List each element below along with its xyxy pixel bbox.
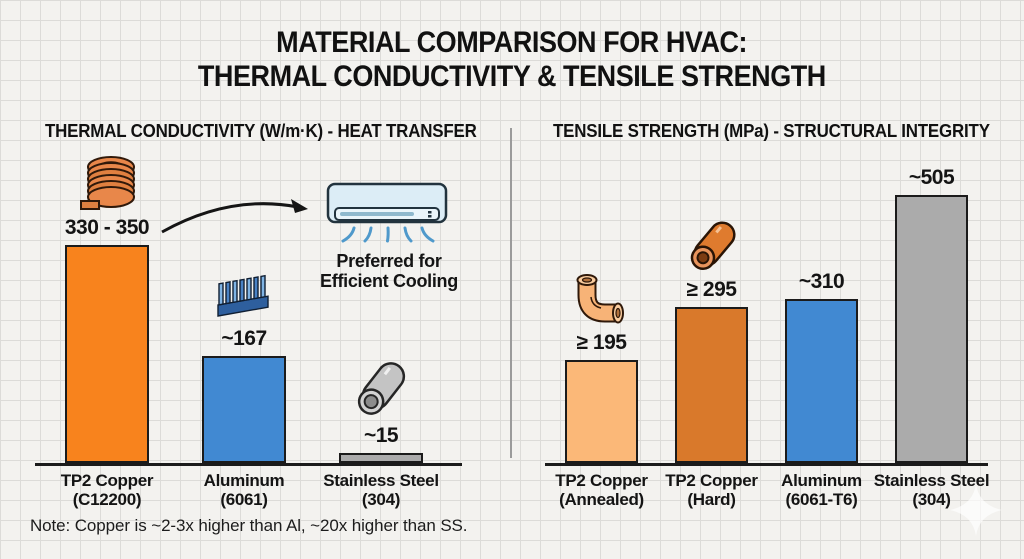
category-spec: (6061) (220, 490, 268, 509)
bar-tp2-copper-c12200 (65, 245, 149, 463)
category-label-tp2-copper-c12200: TP2 Copper (C12200) (61, 471, 154, 509)
tensile-bars-row: ≥ 195 ≥ 295 ~310 ~505 (545, 150, 988, 463)
bar-value-label: ~167 (221, 327, 267, 350)
heatsink-icon (215, 271, 273, 323)
right-chart-title-text: TENSILE STRENGTH (MPa) - STRUCTURAL INTE… (553, 121, 990, 141)
bar-aluminum-6061 (202, 356, 286, 463)
cooling-annotation-line2: Efficient Cooling (320, 270, 458, 291)
category-label-stainless-steel-304: Stainless Steel (304) (323, 471, 439, 509)
category-label-aluminum-6061-t6: Aluminum (6061-T6) (781, 471, 862, 509)
category-name: Aluminum (203, 471, 285, 490)
thermal-conductivity-chart: 330 - 350 ~167 ~15 TP2 Copper (C12200) Alumi… (35, 150, 462, 509)
category-spec: (6061-T6) (785, 490, 858, 509)
bar-stainless-steel-304 (339, 453, 423, 463)
copper-tube-icon (683, 220, 741, 274)
bar-value-label: ≥ 195 (576, 331, 627, 354)
footnote: Note: Copper is ~2-3x higher than Al, ~2… (30, 516, 468, 535)
category-spec: (Annealed) (559, 490, 644, 509)
category-name: Aluminum (781, 471, 862, 490)
bar-value-label: ~15 (363, 424, 399, 447)
category-label-tp2-copper-annealed: TP2 Copper (Annealed) (555, 471, 648, 509)
category-name: TP2 Copper (555, 471, 648, 490)
panel-divider (510, 128, 512, 458)
title-line-2-text: THERMAL CONDUCTIVITY & TENSILE STRENGTH (198, 60, 826, 93)
bar-value-label: 330 - 350 (64, 216, 150, 239)
left-chart-title-text: THERMAL CONDUCTIVITY (W/m·K) - HEAT TRAN… (45, 121, 477, 141)
category-spec: (304) (361, 490, 401, 509)
tensile-category-labels: TP2 Copper (Annealed) TP2 Copper (Hard) Alum… (545, 471, 990, 509)
bar-tp2-copper-annealed (565, 360, 638, 463)
bar-aluminum-6061-t6 (785, 299, 858, 463)
bar-stainless-steel-304 (895, 195, 968, 463)
curved-arrow-icon (158, 190, 310, 238)
bar-group-tp2-copper-hard: ≥ 295 (675, 220, 748, 463)
category-label-aluminum-6061: Aluminum (6061) (202, 471, 286, 509)
bar-tp2-copper-hard (675, 307, 748, 463)
thermal-bars-row: 330 - 350 ~167 ~15 (35, 150, 462, 463)
bar-value-label: ~505 (908, 166, 955, 189)
category-name: TP2 Copper (60, 471, 154, 490)
bar-value-label: ≥ 295 (686, 278, 737, 301)
category-label-tp2-copper-hard: TP2 Copper (Hard) (665, 471, 758, 509)
title-line-1: MATERIAL COMPARISON FOR HVAC: (0, 26, 1024, 60)
category-label-stainless-steel-304: Stainless Steel (304) (874, 471, 990, 509)
category-spec: (Hard) (687, 490, 736, 509)
sparkle-icon (948, 482, 1004, 538)
cooling-annotation: Preferred for Efficient Cooling (310, 251, 468, 291)
bar-group-aluminum-6061: ~167 (202, 271, 286, 463)
air-conditioner-icon (326, 182, 450, 246)
copper-coil-icon (77, 154, 137, 212)
page-title: MATERIAL COMPARISON FOR HVAC: THERMAL CO… (0, 26, 1024, 94)
copper-elbow-icon (574, 271, 630, 327)
category-spec: (C12200) (72, 490, 142, 509)
bar-group-aluminum-6061-t6: ~310 (785, 270, 858, 463)
bar-group-tp2-copper-c12200: 330 - 350 (64, 154, 150, 463)
category-spec: (304) (912, 490, 951, 509)
bar-value-label: ~310 (798, 270, 845, 293)
cooling-annotation-line1: Preferred for (336, 251, 442, 271)
title-line-1-text: MATERIAL COMPARISON FOR HVAC: (276, 26, 748, 59)
bar-group-stainless-steel-304: ~15 (339, 358, 423, 463)
steel-tube-icon (352, 358, 410, 420)
bar-group-stainless-steel-304: ~505 (895, 166, 968, 463)
thermal-category-labels: TP2 Copper (C12200) Aluminum (6061) Stainles… (35, 471, 462, 509)
category-name: Stainless Steel (873, 471, 990, 490)
bar-group-tp2-copper-annealed: ≥ 195 (565, 271, 638, 463)
title-line-2: THERMAL CONDUCTIVITY & TENSILE STRENGTH (0, 60, 1024, 94)
tensile-strength-chart: ≥ 195 ≥ 295 ~310 ~505 TP2 Copper (Annealed) T… (545, 150, 990, 509)
right-chart-title: TENSILE STRENGTH (MPa) - STRUCTURAL INTE… (553, 121, 1018, 142)
category-name: TP2 Copper (665, 471, 758, 490)
category-name: Stainless Steel (323, 471, 439, 490)
left-chart-title: THERMAL CONDUCTIVITY (W/m·K) - HEAT TRAN… (45, 121, 504, 142)
